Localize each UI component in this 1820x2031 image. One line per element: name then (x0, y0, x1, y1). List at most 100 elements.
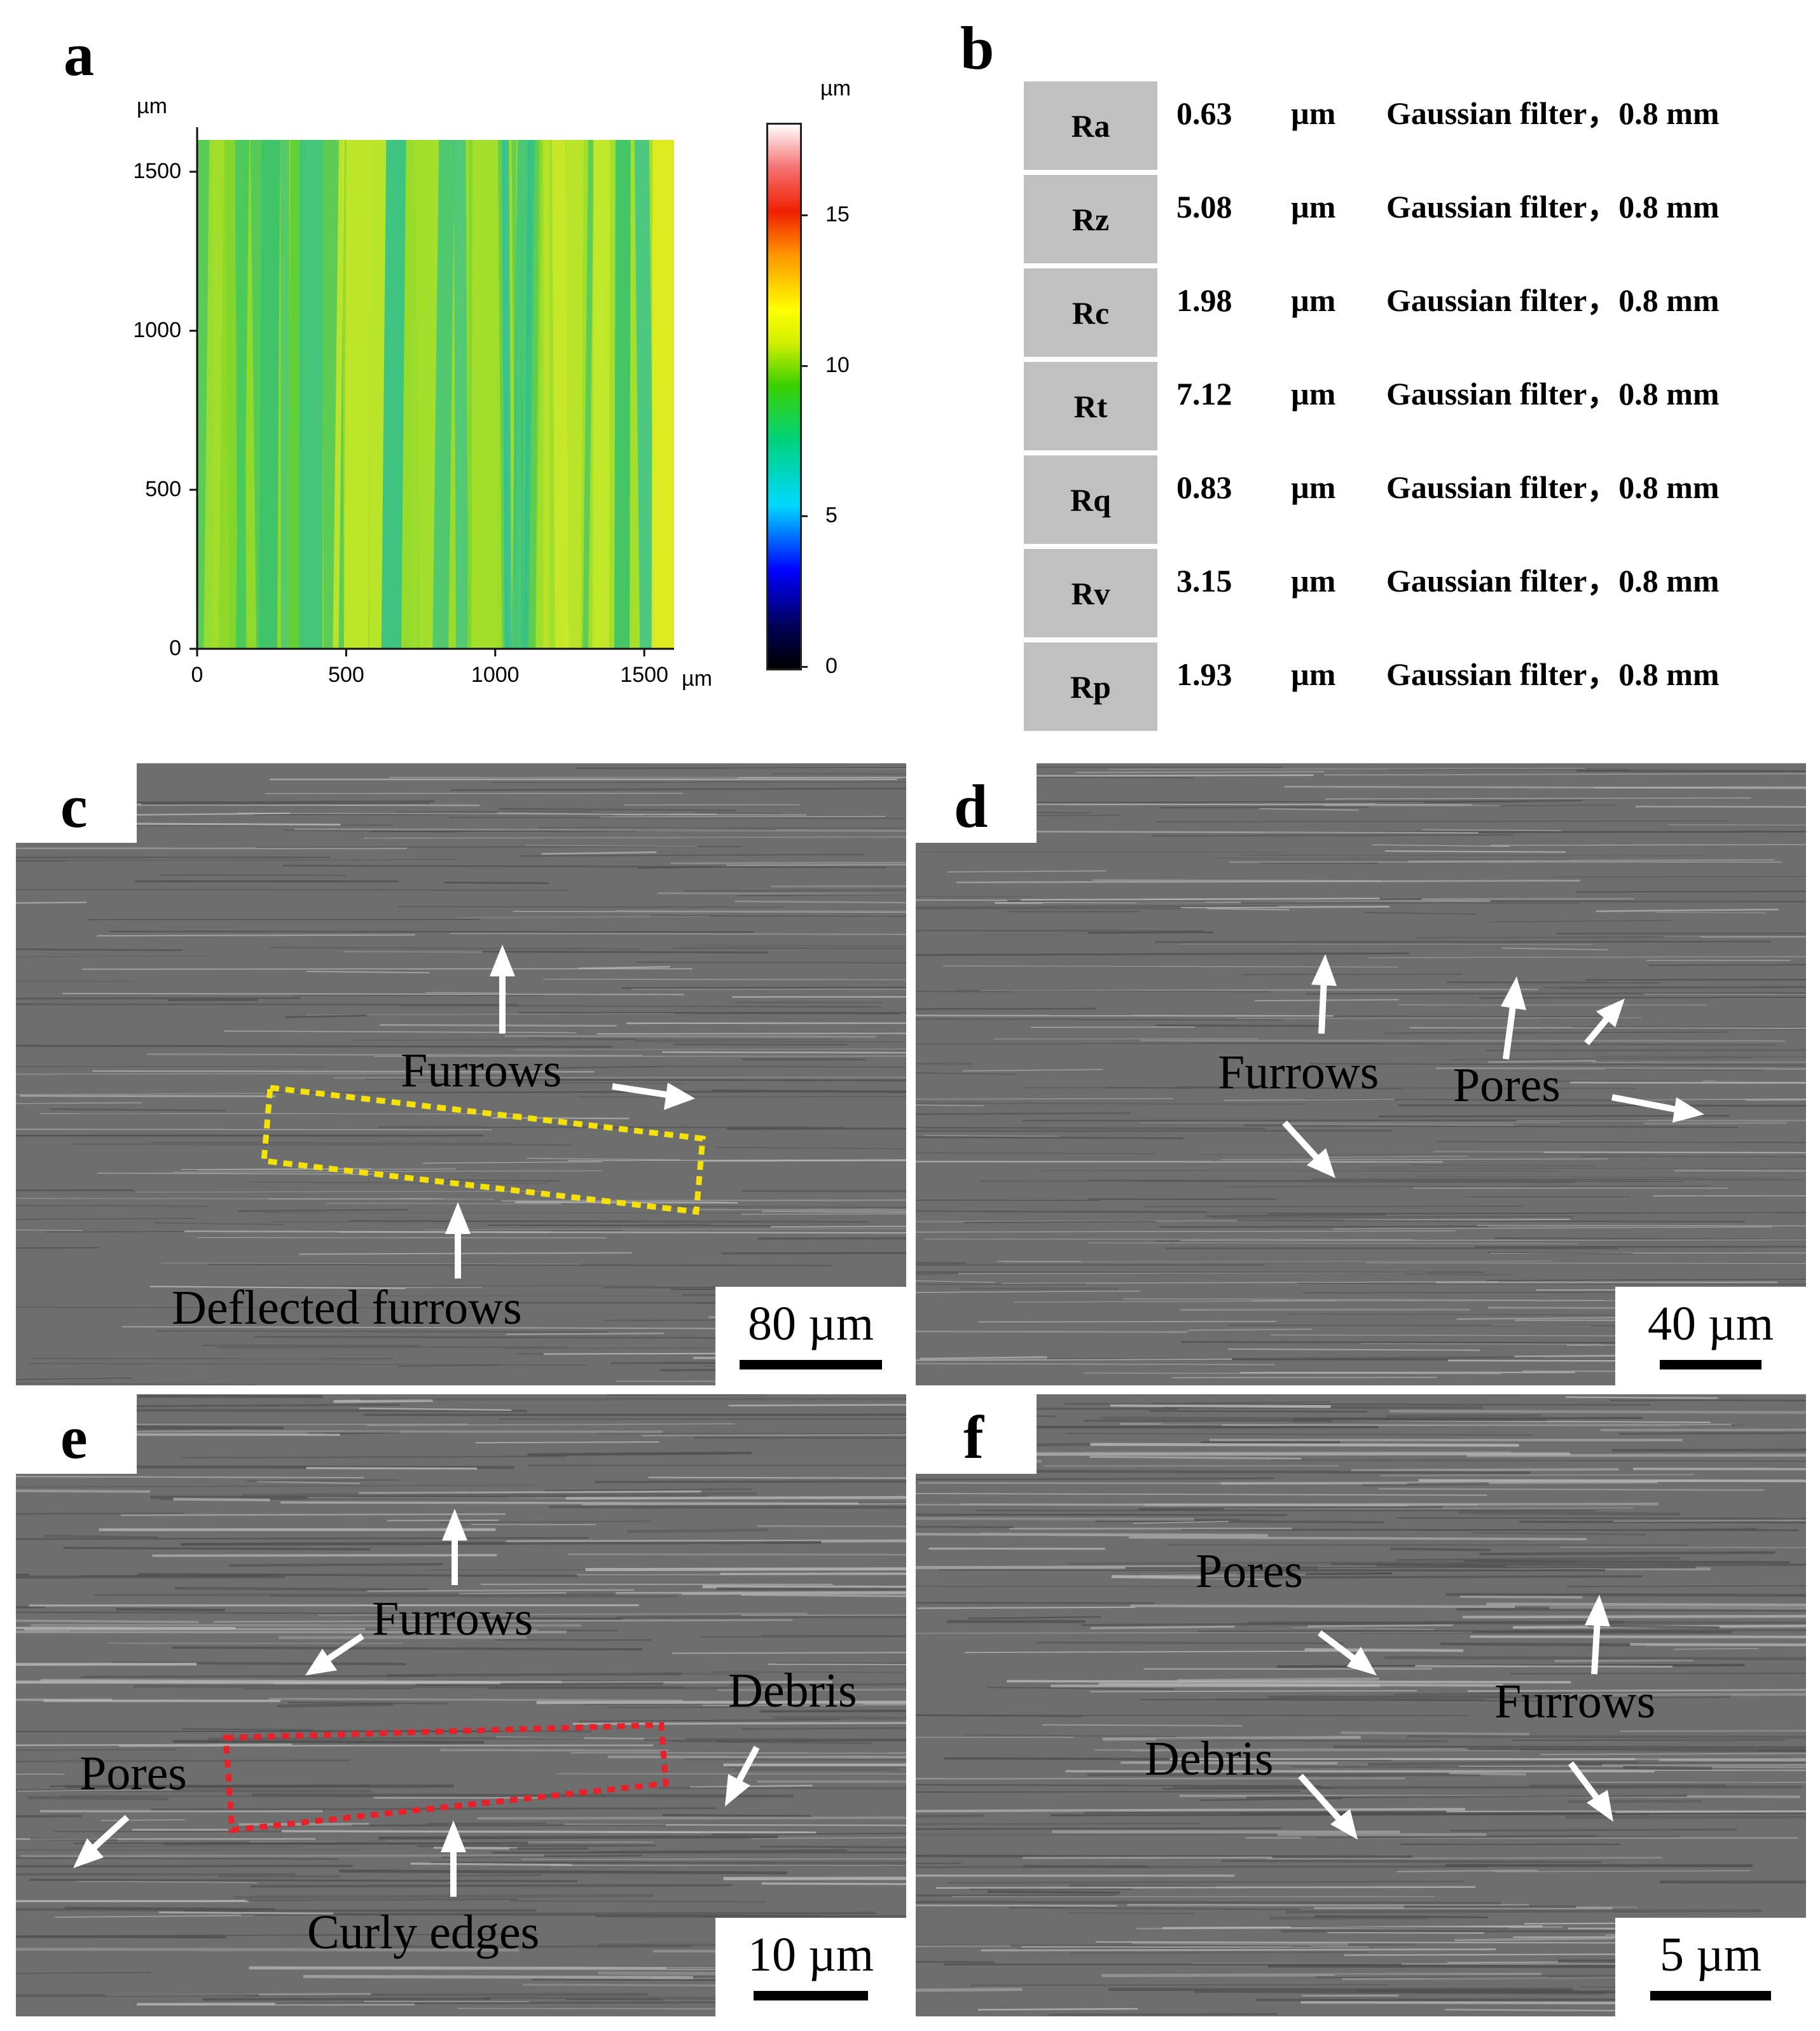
furrow-streak (17, 1789, 174, 1792)
furrow-streak (299, 1252, 632, 1255)
furrow-streak (181, 1168, 372, 1170)
value-cell: 3.15 (1176, 563, 1232, 599)
furrow-streak (988, 1890, 1120, 1894)
label-curly-edges: Curly edges (307, 1906, 540, 1959)
furrow-streak (1291, 1925, 1510, 1929)
furrow-streak (1458, 1511, 1681, 1516)
furrow-streak (636, 961, 906, 964)
furrow-streak (76, 1880, 258, 1883)
furrow-streak (477, 1816, 906, 1820)
furrow-streak (249, 1966, 731, 1970)
furrow-streak (1620, 1729, 1806, 1732)
furrow-streak (1486, 1279, 1806, 1281)
furrow-streak (615, 910, 906, 912)
furrow-streak (1159, 1226, 1489, 1228)
furrow-streak (695, 812, 781, 814)
furrow-streak (916, 896, 1034, 898)
furrow-streak (387, 1672, 682, 1677)
furrow-streak (1493, 1324, 1591, 1327)
height-map-stripe (381, 140, 406, 649)
furrow-streak (981, 1948, 1496, 1951)
furrow-streak (16, 1476, 364, 1479)
furrow-streak (1445, 2009, 1646, 2012)
furrow-streak (1407, 1735, 1806, 1739)
furrow-streak (28, 1362, 588, 1366)
filter-cell: Gaussian filter，0.8 mm (1386, 469, 1720, 505)
furrow-streak (16, 1759, 350, 1763)
furrow-streak (916, 1827, 1281, 1831)
furrow-streak (238, 1209, 408, 1212)
furrow-streak (339, 1869, 788, 1875)
furrow-streak (109, 931, 754, 933)
furrow-streak (263, 1212, 803, 1214)
furrow-streak (1255, 999, 1400, 1002)
furrow-streak (1516, 1119, 1806, 1122)
furrow-streak (1623, 1766, 1712, 1770)
height-map-stripe (543, 140, 550, 649)
furrow-streak (196, 1168, 456, 1171)
furrow-streak (916, 1152, 1157, 1154)
furrow-streak (1155, 821, 1727, 822)
furrow-streak (182, 1728, 314, 1731)
furrow-streak (662, 1813, 811, 1818)
furrow-streak (326, 1202, 562, 1205)
furrow-streak (948, 1880, 1465, 1884)
furrow-streak (916, 1018, 1282, 1021)
value-cell: 1.98 (1176, 282, 1232, 318)
furrow-streak (1009, 1906, 1301, 1911)
furrow-streak (202, 1344, 419, 1347)
furrow-streak (1201, 1575, 1643, 1579)
furrow-streak (475, 1441, 659, 1444)
furrow-streak (1133, 1521, 1229, 1524)
scale-bar (754, 1991, 868, 2000)
furrow-streak (598, 1432, 906, 1434)
height-map-stripe (502, 140, 512, 649)
furrow-streak (280, 1501, 858, 1505)
furrow-streak (717, 1587, 906, 1591)
table-row: Ra 0.63 µm Gaussian filter，0.8 mm (1024, 81, 1806, 175)
furrow-streak (174, 1586, 428, 1591)
furrow-streak (245, 1898, 518, 1901)
furrow-streak (16, 1489, 151, 1494)
furrow-streak (1396, 1869, 1538, 1873)
furrow-streak (1259, 808, 1359, 811)
furrow-streak (1422, 829, 1562, 831)
furrow-streak (1456, 1607, 1806, 1612)
height-map-stripe (651, 140, 674, 649)
sem-panel-c: c Furrows Deflected furrows 80 µm (16, 763, 906, 1385)
furrow-streak (1309, 1063, 1806, 1066)
roughness-table: Ra 0.63 µm Gaussian filter，0.8 mm Rz 5.08 µm Ga… (1024, 81, 1806, 737)
furrow-streak (1596, 908, 1779, 912)
param-cell: Ra (1024, 81, 1157, 170)
x-axis-unit: µm (682, 667, 712, 691)
furrow-streak (758, 1091, 906, 1093)
height-map-stripe (235, 140, 250, 649)
furrow-streak (367, 1589, 635, 1592)
furrow-streak (1491, 843, 1806, 846)
furrow-streak (1449, 981, 1660, 984)
furrow-streak (919, 1356, 1047, 1360)
furrow-streak (916, 1865, 1488, 1869)
furrow-streak (16, 997, 301, 1000)
furrow-streak (119, 1744, 654, 1747)
furrow-streak (399, 1004, 881, 1008)
furrow-streak (1486, 1602, 1806, 1607)
furrow-streak (989, 800, 1527, 803)
furrow-streak (16, 859, 458, 861)
furrow-streak (734, 900, 906, 904)
furrow-streak (499, 808, 736, 812)
furrow-streak (916, 1210, 1206, 1213)
furrow-streak (27, 1796, 169, 1801)
furrow-streak (761, 1634, 906, 1637)
furrow-streak (1559, 986, 1806, 989)
furrow-streak (741, 1593, 906, 1597)
furrow-streak (1611, 1448, 1806, 1452)
furrow-streak (1405, 1273, 1512, 1276)
colorbar-unit: µm (820, 76, 851, 101)
furrow-streak (1489, 901, 1806, 903)
furrow-streak (1140, 1573, 1306, 1577)
furrow-streak (279, 1635, 527, 1640)
furrow-streak (1145, 1502, 1659, 1507)
furrow-streak (1095, 1941, 1630, 1944)
furrow-streak (1194, 1990, 1606, 1995)
